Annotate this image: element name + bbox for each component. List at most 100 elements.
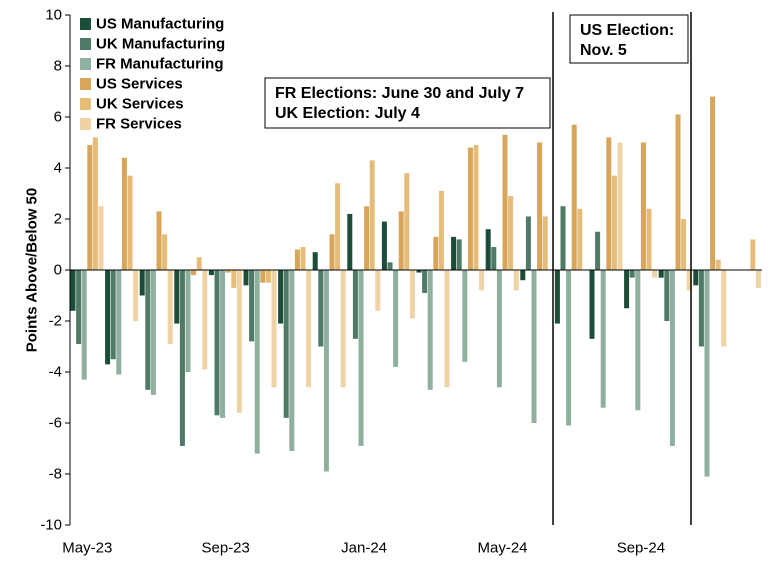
bar bbox=[444, 270, 450, 388]
legend-swatch bbox=[80, 38, 91, 50]
bar bbox=[98, 206, 104, 270]
bar bbox=[249, 270, 255, 342]
bar bbox=[300, 247, 306, 270]
bar bbox=[617, 142, 623, 270]
bar bbox=[92, 137, 98, 270]
bar bbox=[669, 270, 675, 446]
bar bbox=[427, 270, 433, 390]
bar bbox=[162, 234, 168, 270]
bar bbox=[225, 270, 231, 273]
x-tick-label: Sep-23 bbox=[202, 540, 250, 557]
y-tick-label: 0 bbox=[54, 262, 62, 279]
annotation-line: FR Elections: June 30 and July 7 bbox=[275, 85, 524, 102]
bar bbox=[508, 196, 514, 270]
bar bbox=[294, 249, 300, 270]
bar bbox=[254, 270, 260, 454]
bar bbox=[352, 270, 358, 339]
bar bbox=[640, 142, 646, 270]
y-tick-labels: 10 8 6 4 2 0 -2 -4 -6 -8 -10 bbox=[40, 7, 70, 534]
bar bbox=[513, 270, 519, 291]
bar bbox=[409, 270, 415, 319]
y-tick-label: 4 bbox=[54, 160, 62, 177]
bar bbox=[214, 270, 220, 416]
bar bbox=[369, 160, 375, 270]
bar bbox=[260, 270, 266, 283]
bar bbox=[116, 270, 122, 375]
legend-label: FR Manufacturing bbox=[96, 56, 224, 73]
bar bbox=[629, 270, 635, 278]
bar bbox=[283, 270, 289, 418]
bar bbox=[491, 247, 497, 270]
bar bbox=[358, 270, 364, 446]
bar bbox=[156, 211, 162, 270]
x-tick-labels: May-23 Sep-23 Jan-24 May-24 Sep-24 bbox=[62, 540, 665, 557]
bar bbox=[329, 234, 335, 270]
bar bbox=[710, 96, 716, 270]
bar bbox=[681, 219, 687, 270]
bar bbox=[704, 270, 710, 477]
bar bbox=[364, 206, 370, 270]
bar bbox=[139, 270, 145, 296]
legend: US Manufacturing UK Manufacturing FR Manuf… bbox=[80, 16, 225, 133]
bar bbox=[220, 270, 226, 418]
x-tick-label: May-23 bbox=[62, 540, 112, 557]
y-axis-title: Points Above/Below 50 bbox=[24, 188, 41, 352]
bar bbox=[600, 270, 606, 408]
bar bbox=[145, 270, 151, 390]
bar bbox=[554, 270, 560, 324]
bar bbox=[589, 270, 595, 339]
bar bbox=[698, 270, 704, 347]
bar bbox=[150, 270, 156, 395]
bar bbox=[715, 259, 721, 270]
y-tick-label: 8 bbox=[54, 58, 62, 75]
bar bbox=[208, 270, 214, 276]
legend-swatch bbox=[80, 78, 91, 90]
bar bbox=[271, 270, 277, 388]
bar bbox=[81, 270, 87, 380]
bar bbox=[278, 270, 284, 324]
annotation-line: Nov. 5 bbox=[580, 42, 627, 59]
bar bbox=[560, 206, 566, 270]
bar bbox=[174, 270, 180, 324]
bar bbox=[265, 270, 271, 283]
bar bbox=[236, 270, 242, 413]
y-tick-label: 10 bbox=[45, 7, 62, 24]
annotation-line: US Election: bbox=[580, 22, 674, 39]
bar bbox=[231, 270, 237, 288]
annotation-box bbox=[569, 14, 689, 64]
bar bbox=[422, 270, 428, 293]
bar bbox=[323, 270, 329, 472]
legend-swatch bbox=[80, 118, 91, 130]
bar bbox=[652, 270, 658, 278]
bar bbox=[473, 145, 479, 270]
x-tick-label: May-24 bbox=[477, 540, 527, 557]
bar bbox=[485, 229, 491, 270]
bar bbox=[243, 270, 249, 286]
bar bbox=[416, 270, 422, 273]
bar bbox=[196, 257, 202, 270]
bar bbox=[375, 270, 381, 311]
bar bbox=[76, 270, 82, 344]
bar bbox=[387, 262, 393, 270]
bar bbox=[335, 183, 341, 270]
bar bbox=[318, 270, 324, 347]
x-tick-label: Sep-24 bbox=[617, 540, 665, 557]
legend-swatch bbox=[80, 18, 91, 30]
bar bbox=[456, 239, 462, 270]
bars-layer bbox=[70, 96, 761, 477]
bar bbox=[393, 270, 399, 367]
bar bbox=[496, 270, 502, 388]
bar bbox=[531, 270, 537, 423]
bar bbox=[675, 114, 681, 270]
bar bbox=[566, 270, 572, 426]
annotation-line: UK Election: July 4 bbox=[275, 105, 420, 122]
bar bbox=[127, 175, 133, 270]
bar bbox=[577, 208, 583, 270]
y-tick-label: -6 bbox=[49, 415, 62, 432]
bar bbox=[467, 147, 473, 270]
election-markers bbox=[552, 12, 692, 525]
bar bbox=[664, 270, 670, 321]
bar bbox=[520, 270, 526, 281]
